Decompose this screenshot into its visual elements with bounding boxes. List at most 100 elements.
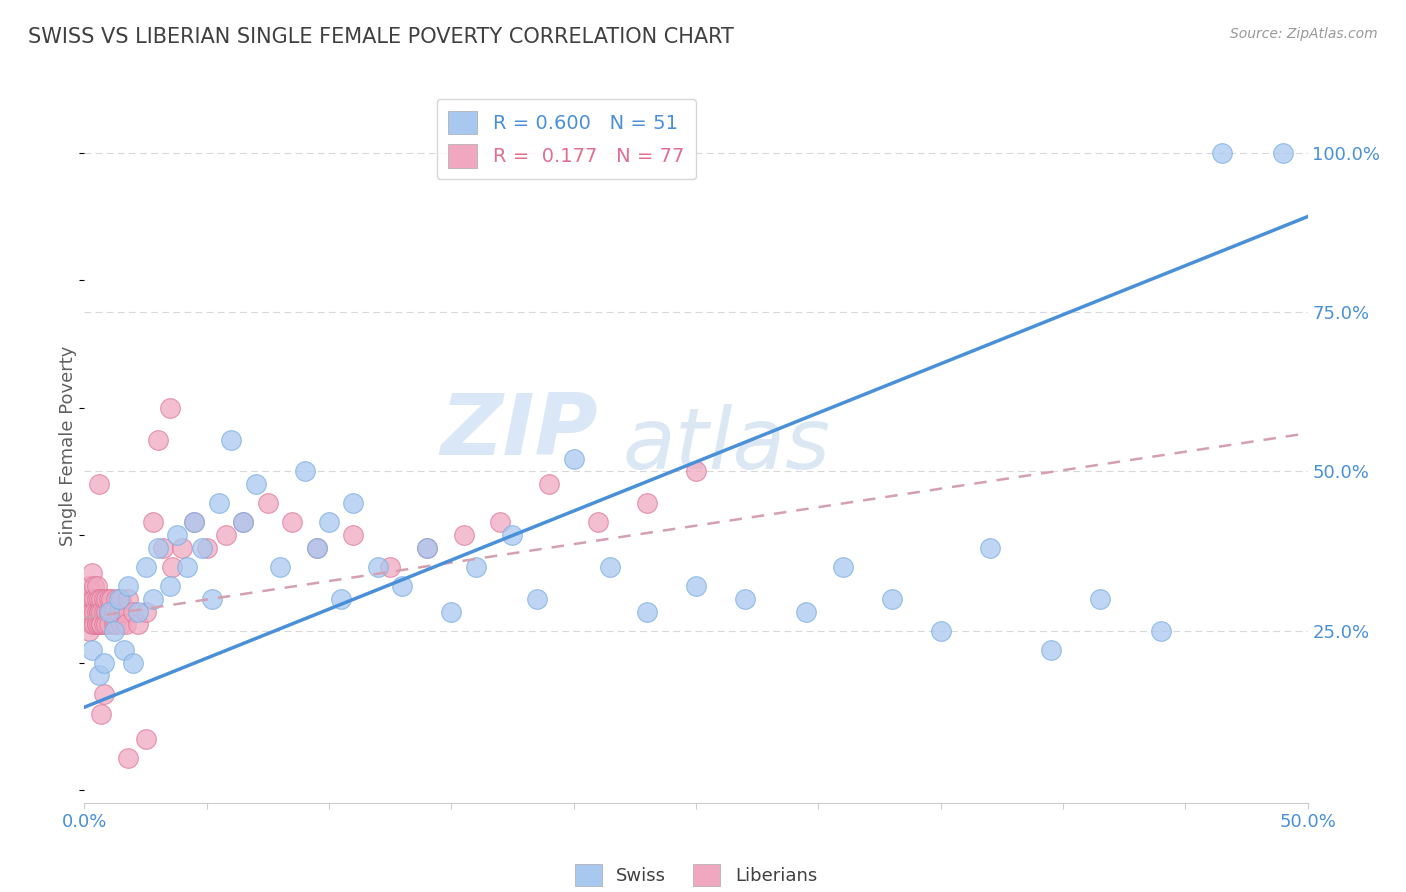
Point — [183, 516, 205, 530]
Point — [83, 591, 105, 606]
Point — [110, 591, 132, 606]
Point — [122, 605, 145, 619]
Point — [440, 605, 463, 619]
Point — [391, 579, 413, 593]
Point — [146, 541, 169, 555]
Point — [330, 591, 353, 606]
Point — [80, 605, 103, 619]
Point — [191, 541, 214, 555]
Point — [115, 617, 138, 632]
Point — [281, 516, 304, 530]
Point — [599, 560, 621, 574]
Point — [87, 668, 110, 682]
Point — [90, 617, 112, 632]
Point — [586, 516, 609, 530]
Point — [636, 496, 658, 510]
Point — [538, 477, 561, 491]
Point — [257, 496, 280, 510]
Text: ZIP: ZIP — [440, 390, 598, 474]
Point — [1272, 145, 1295, 160]
Point — [416, 541, 439, 555]
Point — [110, 617, 132, 632]
Point — [685, 465, 707, 479]
Point — [636, 605, 658, 619]
Point — [103, 624, 125, 638]
Point — [794, 605, 817, 619]
Point — [416, 541, 439, 555]
Point — [93, 617, 115, 632]
Point — [562, 451, 585, 466]
Point — [1088, 591, 1111, 606]
Point — [219, 433, 242, 447]
Point — [97, 617, 120, 632]
Point — [96, 591, 118, 606]
Point — [146, 433, 169, 447]
Point — [87, 591, 110, 606]
Point — [305, 541, 328, 555]
Point — [172, 541, 194, 555]
Point — [502, 528, 524, 542]
Point — [76, 591, 98, 606]
Point — [83, 617, 105, 632]
Text: Source: ZipAtlas.com: Source: ZipAtlas.com — [1230, 27, 1378, 41]
Point — [245, 477, 267, 491]
Point — [93, 591, 115, 606]
Point — [135, 732, 157, 747]
Point — [142, 591, 165, 606]
Point — [117, 751, 139, 765]
Point — [215, 528, 238, 542]
Point — [367, 560, 389, 574]
Point — [100, 591, 122, 606]
Point — [464, 560, 486, 574]
Point — [77, 579, 100, 593]
Point — [80, 617, 103, 632]
Point — [87, 605, 110, 619]
Point — [112, 643, 135, 657]
Point — [86, 605, 108, 619]
Point — [86, 617, 108, 632]
Point — [122, 656, 145, 670]
Point — [107, 605, 129, 619]
Point — [342, 528, 364, 542]
Point — [93, 688, 115, 702]
Point — [97, 605, 120, 619]
Point — [152, 541, 174, 555]
Point — [90, 605, 112, 619]
Point — [200, 591, 222, 606]
Point — [77, 624, 100, 638]
Point — [162, 560, 184, 574]
Point — [77, 605, 100, 619]
Point — [166, 528, 188, 542]
Point — [880, 591, 903, 606]
Point — [76, 605, 98, 619]
Point — [90, 617, 112, 632]
Point — [90, 591, 112, 606]
Point — [83, 605, 105, 619]
Point — [1039, 643, 1062, 657]
Point — [183, 516, 205, 530]
Point — [93, 605, 115, 619]
Point — [80, 643, 103, 657]
Point — [1150, 624, 1173, 638]
Point — [87, 617, 110, 632]
Point — [87, 477, 110, 491]
Point — [526, 591, 548, 606]
Point — [318, 516, 340, 530]
Point — [90, 706, 112, 721]
Point — [342, 496, 364, 510]
Point — [97, 591, 120, 606]
Point — [135, 560, 157, 574]
Point — [117, 579, 139, 593]
Point — [380, 560, 402, 574]
Point — [86, 591, 108, 606]
Point — [105, 617, 128, 632]
Point — [107, 591, 129, 606]
Point — [176, 560, 198, 574]
Point — [208, 496, 231, 510]
Point — [453, 528, 475, 542]
Point — [96, 617, 118, 632]
Point — [305, 541, 328, 555]
Point — [96, 605, 118, 619]
Point — [87, 605, 110, 619]
Point — [127, 605, 149, 619]
